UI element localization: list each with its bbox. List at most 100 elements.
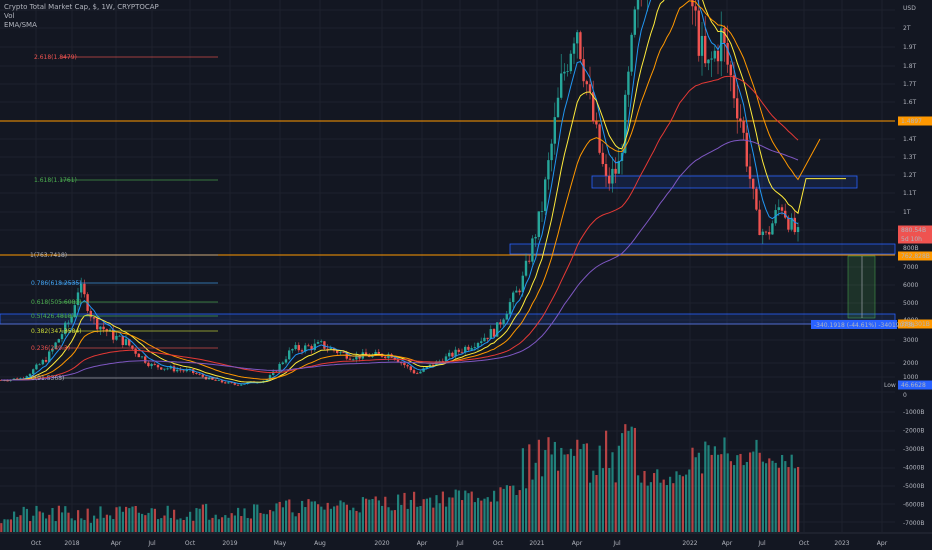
volume-bar [6, 519, 9, 532]
time-tick: 2020 [374, 540, 389, 547]
candle-body [604, 164, 608, 176]
fib-label: 0.236(249.3) [31, 345, 70, 352]
candle-body [742, 120, 745, 133]
volume-bar [259, 512, 262, 532]
candle-body [518, 290, 521, 293]
volume-bar [608, 468, 611, 532]
volume-bar [70, 518, 73, 532]
volume-tick: -1000B [903, 409, 925, 416]
volume-bar [579, 449, 582, 532]
volume-bar [729, 461, 732, 532]
volume-bar [246, 517, 249, 532]
candle-body [614, 168, 617, 174]
volume-bar [281, 507, 284, 532]
volume-bar [765, 463, 768, 532]
candle-body [236, 384, 240, 386]
candle-body [550, 143, 553, 161]
volume-bar [13, 511, 16, 532]
time-tick: 2022 [682, 540, 697, 547]
candle-body [515, 290, 518, 293]
price-tag-bg [898, 234, 932, 244]
fib-label: 0(91.5368) [31, 375, 64, 382]
volume-bar [461, 500, 464, 532]
candle-body [352, 359, 355, 361]
candle-body [32, 369, 35, 374]
price-tick: 1T [903, 209, 911, 216]
fib-label: 0.5(426.4818) [31, 313, 74, 320]
volume-bar [32, 515, 35, 532]
volume-bar [793, 468, 796, 532]
volume-bar [742, 465, 745, 532]
fib-label: 1(763.7418) [30, 252, 67, 259]
volume-bar [310, 501, 313, 532]
candle-body [316, 342, 320, 344]
fib-label: 1.618(1.1761) [34, 177, 77, 184]
candle-body [758, 209, 761, 236]
candle-body [156, 364, 160, 368]
volume-bar [736, 455, 739, 532]
volume-bar [518, 490, 521, 532]
candle-body [329, 347, 332, 350]
candle-body [307, 345, 310, 347]
candle-body [35, 364, 38, 370]
sma-long-line [1, 75, 799, 381]
candle-body [793, 217, 796, 233]
candle-body [588, 84, 592, 93]
volume-bar [390, 510, 393, 532]
volume-bar [137, 512, 140, 532]
price-tag-label: 762.828B [901, 253, 930, 260]
candle-body [284, 359, 288, 363]
volume-bar [605, 430, 608, 532]
volume-bar [611, 452, 614, 532]
price-tag-label: 46.6628 [901, 382, 926, 389]
volume-bar [614, 482, 617, 532]
volume-bar [659, 482, 662, 532]
volume-bar [214, 514, 217, 532]
candle-body [99, 326, 102, 330]
volume-bar [25, 508, 28, 532]
candle-body [512, 292, 515, 303]
volume-bar [313, 501, 316, 532]
volume-bar [377, 500, 380, 532]
chart-grid [0, 0, 895, 532]
volume-bar [80, 518, 83, 532]
volume-bar [525, 488, 528, 532]
candle-body [140, 356, 144, 358]
volume-bar [195, 508, 198, 532]
volume-bar [86, 508, 89, 532]
volume-bar [784, 461, 787, 532]
volume-bar [67, 512, 70, 532]
candle-body [169, 366, 172, 369]
volume-bar [569, 448, 572, 532]
candle-body [428, 364, 432, 367]
candle-body [732, 75, 736, 99]
volume-bar [35, 505, 38, 532]
time-tick: Oct [185, 540, 196, 547]
volume-bar [307, 499, 310, 532]
fibonacci-levels: 2.618(1.8479) 1.618(1.1761) 1(763.7418) 0.7… [30, 54, 218, 382]
price-tick: 5000 [903, 300, 918, 307]
volume-bar [304, 507, 307, 532]
volume-bar [166, 505, 169, 532]
volume-bar [646, 485, 649, 532]
price-tick: 1.6T [903, 99, 917, 106]
candle-body [230, 382, 233, 384]
volume-bar [233, 515, 236, 532]
price-tick: 800B [903, 245, 919, 252]
price-tick: 1.9T [903, 44, 917, 51]
volume-bar [413, 491, 416, 532]
candle-body [608, 175, 611, 184]
ema-slow-line [1, 0, 821, 381]
volume-bar [678, 474, 681, 532]
candle-body [300, 350, 304, 352]
candle-body [12, 378, 16, 380]
candle-body [179, 369, 182, 371]
candle-body [704, 35, 707, 64]
volume-tick: -6000B [903, 502, 925, 509]
candle-body [217, 380, 220, 382]
time-tick: Apr [417, 540, 428, 547]
candle-body [540, 211, 544, 212]
volume-bar [553, 441, 556, 532]
volume-bar [662, 479, 665, 532]
